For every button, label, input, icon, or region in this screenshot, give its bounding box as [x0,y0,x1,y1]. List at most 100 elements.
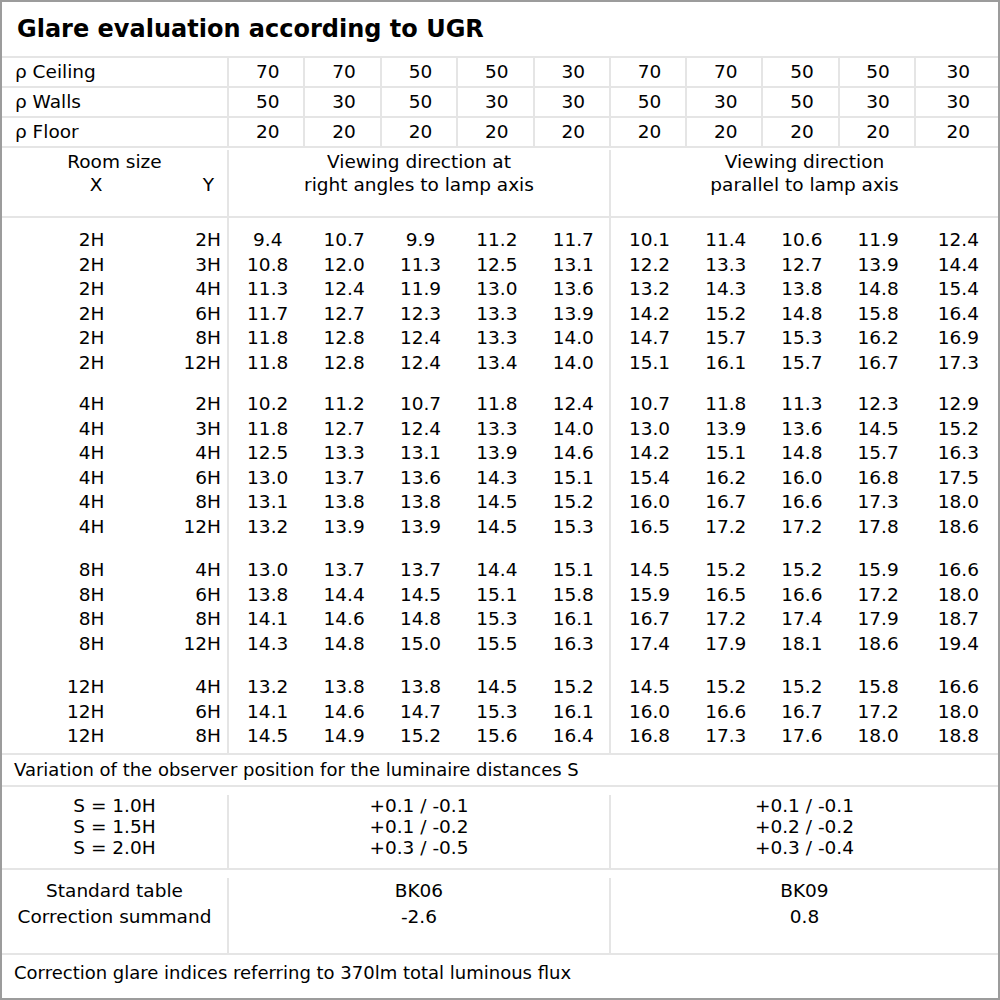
ugr-value: 15.4 [609,466,685,491]
ugr-row: 4H4H12.513.313.113.914.614.215.114.815.7… [2,441,998,466]
reflectance-value: 30 [838,88,914,116]
variation-note: Variation of the observer position for t… [2,755,998,787]
ugr-row: 2H6H11.712.712.313.313.914.215.214.815.8… [2,302,998,327]
ugr-value: 13.7 [380,558,456,583]
divider [609,218,611,753]
ugr-value: 16.1 [685,351,761,376]
room-x-value: 4H [2,466,115,491]
ugr-value: 13.3 [456,417,532,442]
reflectance-row: ρ Floor20202020202020202020 [2,118,998,148]
ugr-value: 12.5 [227,441,303,466]
ugr-value: 11.3 [227,277,303,302]
ugr-value: 15.9 [838,558,914,583]
xy-header-line: X Y [2,173,227,196]
ugr-value: 12.4 [303,277,379,302]
reflectance-value: 70 [609,58,685,86]
ugr-value: 13.2 [227,515,303,540]
ugr-value: 14.4 [914,253,998,278]
ugr-value: 16.3 [914,441,998,466]
ugr-row: 8H6H13.814.414.515.115.815.916.516.617.2… [2,583,998,608]
ugr-value: 14.6 [303,700,379,725]
reflectance-value: 20 [685,118,761,146]
ugr-value: 16.7 [609,607,685,632]
standard-labels: Standard table Correction summand [2,878,227,953]
ugr-value: 13.7 [303,466,379,491]
ugr-value: 13.8 [303,490,379,515]
room-y-value: 4H [115,441,228,466]
ugr-value: 14.2 [609,302,685,327]
table-header: Room size X Y Viewing direction at right… [2,148,998,218]
ugr-value: 14.5 [456,490,532,515]
viewing-direction-parallel-header: Viewing direction parallel to lamp axis [609,150,998,216]
ugr-value: 15.3 [456,700,532,725]
reflectance-value: 50 [380,58,456,86]
ugr-value: 14.2 [609,441,685,466]
ugr-value: 15.2 [685,558,761,583]
ugr-value: 17.3 [685,724,761,749]
room-y-value: 4H [115,558,228,583]
ugr-value: 13.9 [533,302,609,327]
reflectance-value: 30 [303,88,379,116]
ugr-value: 9.9 [380,228,456,253]
room-x-value: 2H [2,228,115,253]
ugr-table-page: Glare evaluation according to UGR ρ Ceil… [0,0,1000,1000]
ugr-value: 14.8 [303,632,379,657]
ugr-value: 14.7 [380,700,456,725]
ugr-value: 15.1 [609,351,685,376]
ugr-value: 15.2 [380,724,456,749]
room-x-value: 8H [2,558,115,583]
ugr-value: 12.3 [838,392,914,417]
ugr-value: 18.0 [914,700,998,725]
ugr-value: 15.8 [838,675,914,700]
ugr-value: 15.1 [456,583,532,608]
ugr-value: 13.0 [609,417,685,442]
ugr-row: 8H12H14.314.815.015.516.317.417.918.118.… [2,632,998,657]
room-y-value: 6H [115,583,228,608]
ugr-value: 14.0 [533,417,609,442]
ugr-value: 17.2 [838,700,914,725]
reflectance-value: 20 [609,118,685,146]
ugr-row: 12H4H13.213.813.814.515.214.515.215.215.… [2,675,998,700]
ugr-value: 10.7 [303,228,379,253]
ugr-value: 13.2 [227,675,303,700]
room-y-value: 12H [115,351,228,376]
room-y-value: 8H [115,490,228,515]
ugr-value: 11.8 [227,326,303,351]
ugr-row: 4H3H11.812.712.413.314.013.013.913.614.5… [2,417,998,442]
ugr-value: 16.8 [609,724,685,749]
ugr-value: 16.8 [838,466,914,491]
ugr-row-group: 2H2H9.410.79.911.211.710.111.410.611.912… [2,228,998,375]
ugr-value: 15.4 [914,277,998,302]
ugr-value: 15.7 [761,351,837,376]
x-header: X [2,173,115,196]
ugr-value: 11.7 [533,228,609,253]
ugr-value: 15.2 [685,302,761,327]
ugr-value: 12.4 [380,351,456,376]
ugr-value: 13.0 [227,466,303,491]
ugr-value: 17.3 [838,490,914,515]
ugr-row: 8H8H14.114.614.815.316.116.717.217.417.9… [2,607,998,632]
ugr-value: 14.5 [380,583,456,608]
ugr-value: 13.3 [456,302,532,327]
reflectance-value: 30 [533,58,609,86]
reflectance-value: 20 [914,118,998,146]
reflectance-value: 70 [303,58,379,86]
reflectance-value: 70 [685,58,761,86]
ugr-value: 16.2 [838,326,914,351]
room-size-header: Room size X Y [2,150,227,216]
ugr-row: 2H12H11.812.812.413.414.015.116.115.716.… [2,351,998,376]
spacing-labels: S = 1.0H S = 1.5H S = 2.0H [2,795,227,868]
spacing-values-right: +0.1 / -0.1 +0.2 / -0.2 +0.3 / -0.4 [609,795,998,868]
ugr-value: 17.4 [609,632,685,657]
reflectance-value: 30 [914,58,998,86]
ugr-value: 16.7 [838,351,914,376]
room-x-value: 2H [2,277,115,302]
room-x-value: 8H [2,632,115,657]
viewing-direction-right-angles-header: Viewing direction at right angles to lam… [227,150,609,216]
ugr-value: 16.5 [609,515,685,540]
ugr-value: 17.9 [685,632,761,657]
ugr-value: 17.4 [761,607,837,632]
room-x-value: 12H [2,724,115,749]
room-y-value: 12H [115,632,228,657]
ugr-value: 17.8 [838,515,914,540]
